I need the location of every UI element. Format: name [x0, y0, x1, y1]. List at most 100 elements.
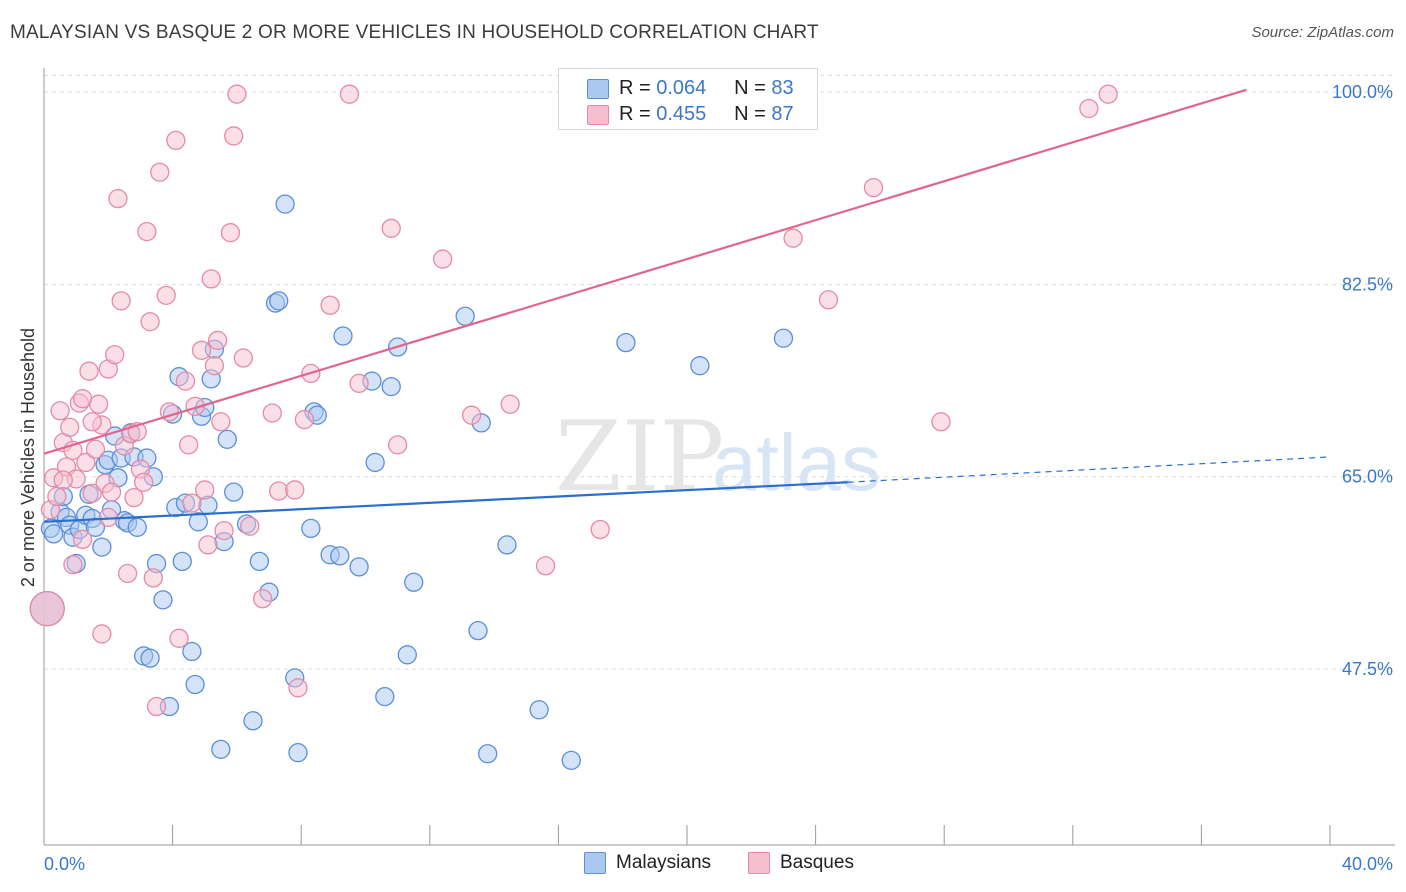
- point-basque: [76, 452, 96, 473]
- point-basque: [150, 162, 170, 182]
- point-basque: [105, 345, 125, 365]
- point-basque: [156, 285, 176, 306]
- point-basque: [85, 439, 106, 459]
- point-malaysian: [773, 328, 794, 348]
- legend-r-value-malaysian: 0.064: [656, 77, 707, 99]
- point-basque: [146, 696, 167, 717]
- point-basque: [433, 249, 453, 269]
- point-malaysian: [269, 291, 289, 311]
- point-malaysian: [561, 750, 581, 771]
- point-basque: [818, 290, 839, 310]
- point-basque: [29, 591, 65, 627]
- point-basque: [169, 628, 189, 648]
- point-malaysian: [375, 686, 395, 707]
- point-basque: [214, 520, 234, 541]
- x-tick-label: 40.0%: [1342, 854, 1393, 874]
- point-basque: [233, 348, 253, 368]
- trendline-malaysian: [43, 481, 848, 523]
- point-malaysian: [92, 537, 112, 557]
- point-malaysian: [224, 482, 244, 502]
- watermark: ZIP atlas: [555, 401, 881, 513]
- point-basque: [288, 678, 308, 698]
- point-basque: [269, 481, 289, 501]
- point-malaysian: [127, 517, 147, 537]
- point-basque: [179, 435, 199, 455]
- legend-r-label: R =: [619, 103, 651, 125]
- point-basque: [590, 519, 610, 540]
- point-malaysian: [211, 739, 231, 760]
- point-basque: [143, 568, 163, 588]
- point-basque: [166, 130, 186, 151]
- point-malaysian: [288, 743, 308, 763]
- y-axis-label: 2 or more Vehicles in Household: [18, 328, 38, 587]
- correlation-legend: R = 0.064 N = 83 R = 0.455 N = 87: [558, 68, 818, 130]
- point-basque: [72, 529, 93, 550]
- point-malaysian: [349, 557, 369, 577]
- point-malaysian: [365, 452, 385, 473]
- point-malaysian: [497, 535, 517, 555]
- point-basque: [783, 228, 803, 248]
- point-malaysian: [397, 645, 417, 665]
- point-malaysian: [217, 429, 237, 450]
- point-basque: [198, 535, 218, 555]
- point-malaysian: [249, 551, 270, 572]
- point-basque: [191, 340, 212, 360]
- point-malaysian: [468, 620, 488, 641]
- point-malaysian: [690, 356, 710, 376]
- point-basque: [92, 624, 112, 644]
- point-basque: [134, 472, 154, 492]
- point-basque: [82, 483, 102, 503]
- point-basque: [63, 555, 83, 575]
- source-label: Source: ZipAtlas.com: [1251, 24, 1394, 41]
- legend-swatch-malaysians: [584, 852, 606, 874]
- point-basque: [53, 470, 73, 490]
- point-basque: [137, 221, 157, 242]
- legend-n-value-basque: 87: [771, 103, 794, 125]
- point-malaysian: [182, 641, 202, 662]
- legend-swatch-basque: [587, 105, 609, 125]
- point-basque: [111, 291, 131, 311]
- point-basque: [124, 487, 144, 508]
- y-tick-label: 47.5%: [1342, 659, 1393, 679]
- point-basque: [931, 412, 951, 432]
- point-basque: [140, 312, 160, 332]
- point-basque: [461, 405, 482, 425]
- trend-layer: [43, 88, 1331, 523]
- point-malaysian: [301, 518, 321, 539]
- point-basque: [60, 417, 80, 437]
- point-basque: [227, 84, 247, 104]
- point-basque: [201, 269, 221, 289]
- x-tick-label: 0.0%: [44, 854, 85, 874]
- point-malaysian: [616, 332, 636, 353]
- point-malaysian: [455, 306, 475, 326]
- point-basque: [89, 394, 109, 414]
- point-basque: [224, 126, 244, 146]
- point-basque: [339, 84, 360, 104]
- y-tick-label: 100.0%: [1332, 82, 1393, 102]
- legend-n-label: N =: [734, 77, 766, 99]
- point-malaysian: [381, 376, 401, 397]
- point-basque: [240, 516, 260, 536]
- trendline-basque: [43, 88, 1247, 455]
- point-malaysian: [404, 572, 424, 592]
- point-basque: [108, 188, 128, 209]
- point-basque: [117, 563, 138, 584]
- point-basque: [72, 389, 93, 409]
- legend-label-basques: Basques: [780, 852, 854, 873]
- point-basque: [381, 218, 401, 238]
- point-malaysian: [529, 700, 549, 720]
- point-basque: [182, 493, 202, 513]
- point-basque: [863, 177, 884, 198]
- legend-swatch-basques: [748, 852, 770, 874]
- legend-n-value-malaysian: 83: [771, 77, 794, 99]
- y-tick-label: 82.5%: [1342, 274, 1393, 294]
- point-basque: [349, 373, 369, 393]
- point-malaysian: [333, 326, 353, 346]
- point-basque: [207, 330, 228, 351]
- point-basque: [195, 480, 215, 500]
- point-basque: [79, 361, 99, 381]
- legend-r-value-basque: 0.455: [656, 103, 707, 125]
- legend-swatch-malaysian: [587, 79, 609, 99]
- legend-n-label: N =: [734, 103, 766, 125]
